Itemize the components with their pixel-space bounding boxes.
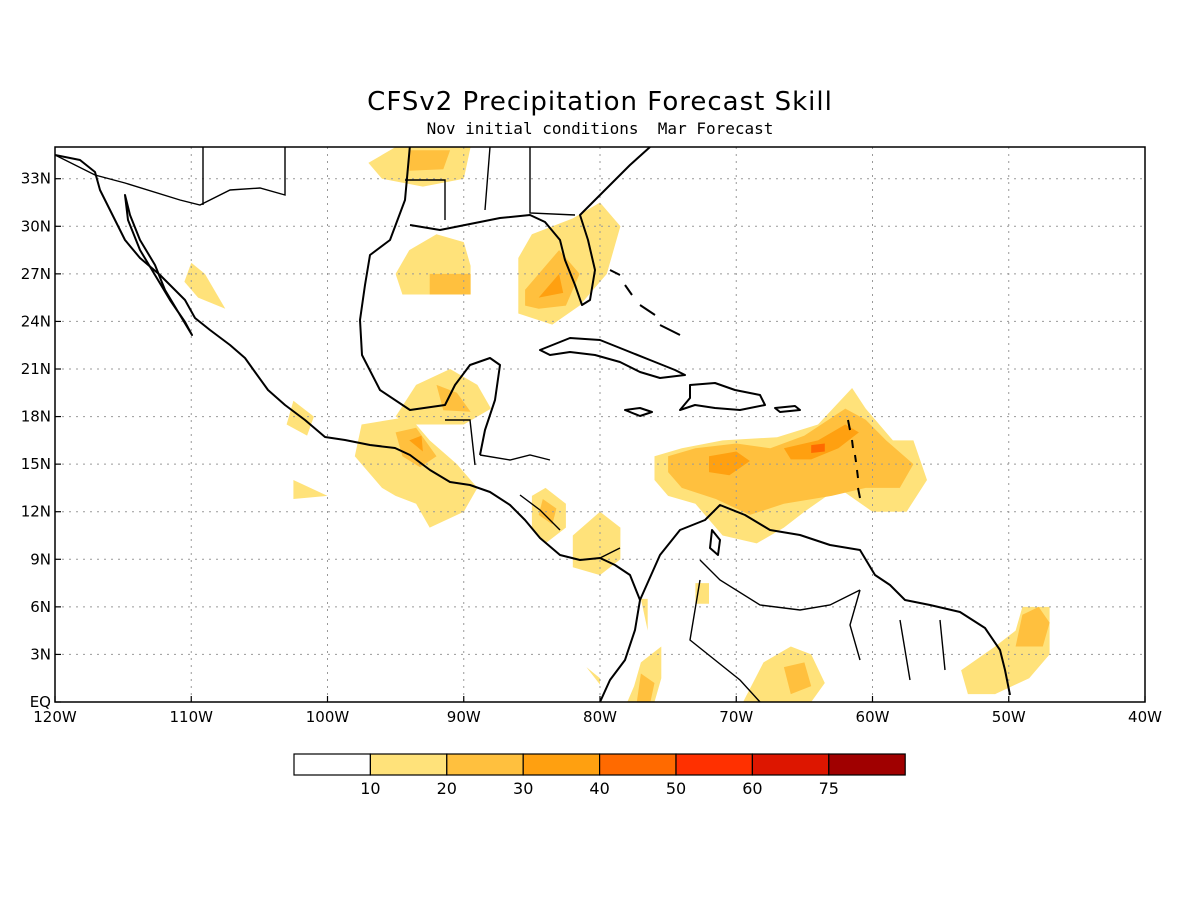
- jamaica-coastline: [624, 407, 653, 417]
- legend-label: 20: [437, 779, 457, 798]
- skill-region-16: [538, 499, 557, 525]
- lon-tick-label: 90W: [447, 708, 481, 726]
- lat-tick-label: 24N: [21, 312, 51, 330]
- lat-tick-label: 27N: [21, 265, 51, 283]
- legend-box-6: [751, 753, 830, 776]
- skill-region-13: [409, 435, 423, 452]
- legend-box-2: [446, 753, 524, 776]
- baja-coastline: [124, 194, 193, 336]
- skill-region-21: [783, 424, 859, 460]
- legend-box-3: [522, 753, 601, 776]
- skill-region-11: [354, 416, 478, 528]
- gulf-yucatan-coastline: [359, 147, 501, 456]
- skill-region-3: [429, 273, 471, 295]
- legend-label: 30: [513, 779, 533, 798]
- south-america-borders: [689, 559, 946, 702]
- lat-tick-label: 18N: [21, 408, 51, 426]
- skill-region-29: [636, 673, 655, 702]
- gulf-north-coastline: [409, 147, 651, 306]
- bahamas: [609, 269, 681, 336]
- legend-box-0: [293, 753, 372, 776]
- lat-lon-grid: [55, 147, 1145, 702]
- legend-box-4: [598, 753, 677, 776]
- lat-tick-label: 30N: [21, 217, 51, 235]
- color-legend: 10 20 30 40 50 60 75: [293, 753, 906, 798]
- lesser-antilles: [847, 419, 861, 499]
- central-america-borders: [445, 419, 621, 559]
- lat-tick-label: 12N: [21, 503, 51, 521]
- legend-box-5: [675, 753, 754, 776]
- lon-tick-label: 80W: [583, 708, 617, 726]
- legend-label: 10: [360, 779, 380, 798]
- skill-region-17: [572, 511, 621, 576]
- legend-box-1: [369, 753, 448, 776]
- skill-region-25: [1015, 606, 1050, 647]
- us-state-lines: [202, 147, 576, 220]
- lon-tick-label: 110W: [170, 708, 214, 726]
- lon-tick-label: 60W: [856, 708, 890, 726]
- lon-tick-label: 40W: [1128, 708, 1162, 726]
- skill-region-30: [640, 598, 648, 631]
- lake-maracaibo-coastline: [709, 529, 721, 556]
- skill-region-31: [586, 667, 600, 685]
- lon-tick-label: 120W: [33, 708, 77, 726]
- lat-tick-label: 33N: [21, 170, 51, 188]
- map-title: CFSv2 Precipitation Forecast Skill: [367, 87, 833, 117]
- hispaniola-coastline: [679, 382, 766, 411]
- us-mexico-border: [55, 147, 286, 206]
- lat-tick-label: 15N: [21, 455, 51, 473]
- legend-label: 50: [666, 779, 686, 798]
- map-subtitle: Nov initial conditions Mar Forecast: [427, 119, 774, 138]
- skill-region-7: [184, 262, 226, 309]
- lon-tick-label: 50W: [992, 708, 1026, 726]
- skill-region-20: [709, 451, 750, 476]
- cuba-coastline: [539, 337, 686, 379]
- skill-region-6: [538, 273, 564, 298]
- skill-shading: [184, 147, 1050, 702]
- lat-tick-label: EQ: [30, 693, 51, 711]
- coastlines: [55, 147, 1011, 702]
- lon-tick-label: 70W: [719, 708, 753, 726]
- lat-tick-label: 3N: [30, 645, 51, 663]
- lat-tick-label: 21N: [21, 360, 51, 378]
- skill-region-22: [811, 443, 825, 453]
- legend-box-7: [828, 753, 906, 776]
- legend-label: 75: [819, 779, 839, 798]
- skill-region-12: [395, 427, 437, 468]
- skill-region-1: [409, 150, 451, 171]
- skill-region-8: [286, 400, 314, 436]
- lat-tick-label: 6N: [30, 598, 51, 616]
- skill-region-14: [293, 480, 328, 499]
- legend-label: 40: [589, 779, 609, 798]
- skill-region-27: [783, 662, 812, 695]
- puerto-rico-coastline: [774, 405, 801, 413]
- lat-tick-label: 9N: [30, 550, 51, 568]
- skill-region-32: [967, 657, 996, 695]
- axis-ticks: 120W 110W 100W 90W 80W 70W 60W 50W 40W EQ 3N 6N 9N 12…: [21, 170, 1162, 726]
- lon-tick-label: 100W: [306, 708, 350, 726]
- legend-label: 60: [742, 779, 762, 798]
- south-america-north-coastline: [639, 504, 1011, 696]
